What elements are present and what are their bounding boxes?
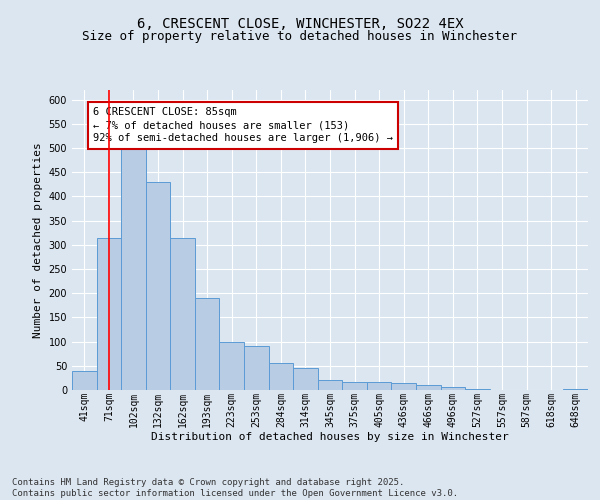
Text: Size of property relative to detached houses in Winchester: Size of property relative to detached ho… <box>83 30 517 43</box>
Bar <box>269 364 293 390</box>
Text: 6 CRESCENT CLOSE: 85sqm
← 7% of detached houses are smaller (153)
92% of semi-de: 6 CRESCENT CLOSE: 85sqm ← 7% of detached… <box>93 107 393 144</box>
Bar <box>416 385 440 390</box>
Y-axis label: Number of detached properties: Number of detached properties <box>33 142 43 338</box>
Bar <box>391 383 416 390</box>
Bar <box>170 238 195 390</box>
Text: 6, CRESCENT CLOSE, WINCHESTER, SO22 4EX: 6, CRESCENT CLOSE, WINCHESTER, SO22 4EX <box>137 18 463 32</box>
Bar <box>440 386 465 390</box>
Bar <box>465 389 490 390</box>
Bar <box>367 382 391 390</box>
Bar <box>563 389 588 390</box>
Bar <box>195 298 220 390</box>
Bar <box>220 342 244 390</box>
Text: Contains HM Land Registry data © Crown copyright and database right 2025.
Contai: Contains HM Land Registry data © Crown c… <box>12 478 458 498</box>
Bar <box>121 131 146 390</box>
X-axis label: Distribution of detached houses by size in Winchester: Distribution of detached houses by size … <box>151 432 509 442</box>
Bar <box>342 382 367 390</box>
Bar <box>72 370 97 390</box>
Bar <box>146 182 170 390</box>
Bar <box>318 380 342 390</box>
Bar <box>97 238 121 390</box>
Bar <box>293 368 318 390</box>
Bar <box>244 346 269 390</box>
